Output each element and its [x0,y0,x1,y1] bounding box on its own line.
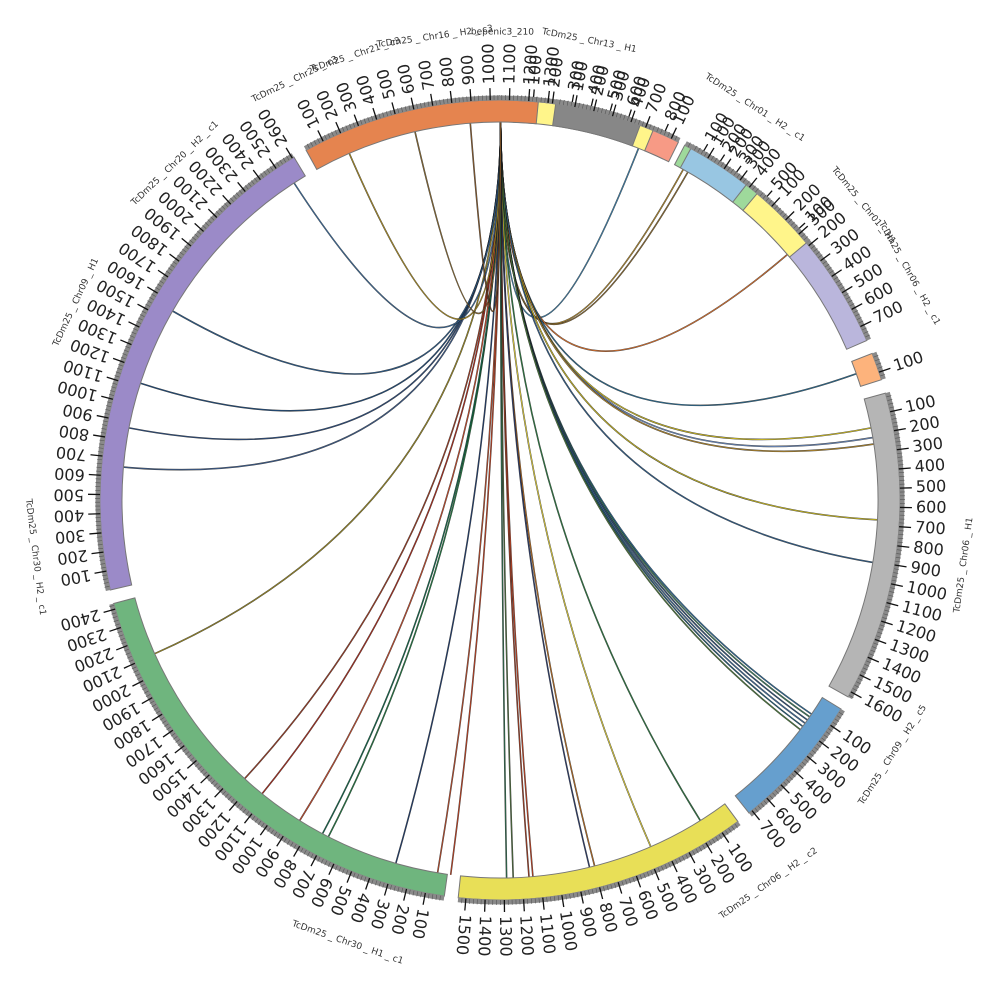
tick-label: 400 [53,506,84,526]
link-outline-28 [323,122,501,834]
link-outline-19 [501,122,590,867]
link-outline-29 [300,122,501,821]
tick-label: 500 [916,476,947,496]
tick-label: 500 [53,485,84,504]
tick-label: 700 [55,442,87,464]
major-tick [899,527,911,528]
link-outline-17 [501,122,651,847]
tick-label: 800 [912,537,945,559]
link-29 [300,122,501,821]
tick-label: 1100 [536,912,559,955]
tick-label: 700 [415,58,439,91]
link-outline-27 [328,122,500,837]
segment-tcdm25-chr30-h2-c1 [100,157,305,590]
major-tick [524,899,525,911]
tick-label: 800 [436,56,459,89]
segment-label-tcdm25-chr06-h1: TcDm25 _ Chr06 _ H1 [952,517,975,615]
tick-label: 1200 [519,44,541,86]
link-31 [245,122,501,779]
link-outline-8 [501,122,878,520]
link-outline-0 [501,122,639,318]
segment-label-tcdm25-chr30-h2-c1: TcDm25 _ Chr30 _ H2 _ c1 [23,497,47,615]
tick-label: 900 [457,54,478,86]
tick-label: 1300 [496,916,515,957]
tick-label: 1200 [516,915,537,957]
tick-label: 1000 [478,43,498,84]
tick-label: 300 [911,433,944,456]
tick-label: 600 [54,464,86,485]
link-outline-31 [245,122,501,779]
link-outline-16 [501,122,701,821]
major-tick [529,89,530,101]
link-8 [501,122,878,520]
tick-label: 400 [914,455,946,476]
link-19 [501,122,590,867]
links-layer [123,122,877,878]
tick-label: 300 [54,526,86,547]
major-tick [470,89,471,101]
link-18 [501,122,595,866]
tick-label: 1100 [499,43,519,84]
link-16 [501,122,701,821]
tick-label: 200 [56,546,89,569]
link-28 [323,122,501,834]
tick-label: 200 [908,412,941,436]
tick-label: 600 [916,497,947,517]
tick-label: 1400 [474,915,495,956]
tick-label: 700 [915,517,947,538]
link-27 [328,122,500,837]
tick-label: 1500 [453,914,475,956]
tick-label: 100 [59,566,92,590]
tick-label: 100 [891,347,926,375]
link-outline-18 [501,122,595,866]
link-17 [501,122,651,847]
link-0 [501,122,639,318]
major-tick [89,474,101,475]
